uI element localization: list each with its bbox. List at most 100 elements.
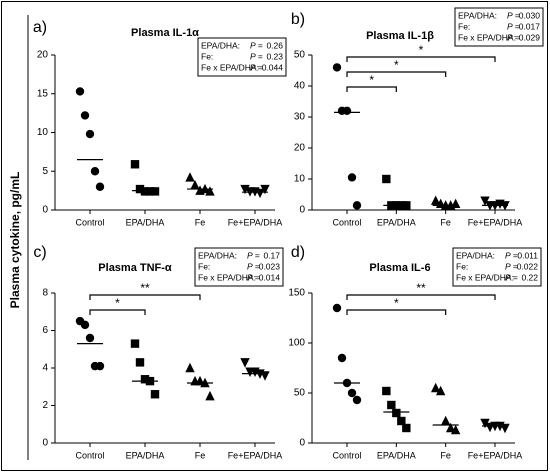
data-point — [387, 400, 396, 410]
significance-bracket — [89, 294, 201, 300]
stats-prefix: P = — [250, 62, 263, 72]
panel-letter: d) — [291, 244, 305, 261]
significance-bracket — [89, 309, 146, 315]
data-point — [130, 160, 140, 169]
data-point — [450, 424, 461, 435]
data-point — [342, 106, 352, 116]
data-point — [205, 186, 215, 196]
panel-title: Plasma IL-1β — [366, 30, 434, 42]
stats-prefix: P = — [250, 40, 263, 50]
x-tick-label: EPA/DHA — [126, 217, 165, 227]
data-point — [480, 418, 490, 429]
y-tick-label: 20 — [294, 143, 306, 154]
stats-label: Fe: — [458, 21, 470, 31]
data-point — [480, 196, 490, 206]
data-point — [260, 371, 270, 381]
stats-prefix: P = — [505, 272, 518, 282]
panel-title: Plasma TNF-α — [98, 262, 172, 274]
data-point — [150, 187, 160, 196]
stats-label: Fe x EPA/DHA: — [201, 62, 259, 72]
y-tick-label: 4 — [42, 363, 48, 374]
significance-label: * — [419, 43, 424, 57]
data-point — [392, 408, 401, 418]
stats-value: 0.023 — [259, 261, 281, 271]
stats-label: Fe: — [201, 51, 213, 61]
x-tick-label: Fe+EPA/DHA — [228, 217, 283, 227]
data-point — [240, 358, 250, 368]
data-point — [205, 390, 215, 401]
significance-label: * — [115, 296, 120, 310]
data-point — [337, 353, 347, 363]
panel-title: Plasma IL-1α — [131, 27, 199, 39]
stats-prefix: P = — [505, 250, 518, 260]
data-point — [430, 382, 441, 393]
x-tick-label: Fe+EPA/DHA — [468, 450, 523, 460]
data-point — [500, 423, 510, 434]
stats-box — [194, 247, 284, 287]
data-point — [260, 184, 270, 195]
data-point — [135, 358, 145, 367]
y-tick-label: 30 — [294, 112, 306, 123]
x-tick-label: Fe — [195, 217, 206, 227]
x-tick-label: Control — [332, 217, 361, 227]
y-tick-label: 10 — [37, 127, 49, 138]
stats-value: 0.23 — [266, 51, 283, 61]
y-tick-label: 100 — [288, 338, 305, 349]
y-tick-label: 5 — [42, 166, 48, 177]
stats-label: Fe: — [456, 261, 468, 271]
y-tick-label: 150 — [288, 288, 305, 299]
stats-prefix: P = — [247, 250, 260, 260]
data-point — [445, 422, 456, 433]
data-point — [382, 174, 391, 184]
y-tick-label: 0 — [42, 438, 48, 449]
stats-label: EPA/DHA: — [198, 250, 237, 260]
data-point — [90, 167, 100, 176]
stats-box — [197, 37, 287, 77]
stats-label: Fe x EPA/DHA: — [198, 272, 256, 282]
data-point — [397, 416, 406, 426]
data-point — [140, 187, 150, 196]
y-axis-label: Plasma cytokine, pg/mL — [8, 172, 22, 309]
data-point — [80, 111, 90, 120]
data-point — [347, 388, 357, 398]
data-point — [402, 423, 411, 433]
data-point — [347, 173, 357, 182]
data-point — [185, 362, 195, 373]
stats-prefix: P = — [507, 32, 520, 42]
significance-bracket — [346, 56, 496, 62]
stats-value: 0.17 — [263, 250, 280, 260]
stats-prefix: P = — [247, 272, 260, 282]
stats-value: 0.022 — [517, 261, 539, 271]
x-tick-label: EPA/DHA — [377, 217, 416, 227]
significance-label: * — [394, 58, 399, 72]
stats-value: 0.014 — [259, 272, 281, 282]
y-tick-label: 10 — [294, 174, 306, 185]
stats-value: 0.044 — [262, 62, 284, 72]
x-tick-label: Control — [75, 217, 104, 227]
panel-letter: c) — [33, 244, 46, 261]
y-tick-label: 15 — [37, 88, 49, 99]
y-tick-label: 50 — [294, 388, 306, 399]
data-point — [80, 320, 90, 330]
panel-title: Plasma IL-6 — [369, 262, 430, 274]
x-tick-label: Fe — [195, 450, 206, 460]
data-point — [255, 188, 265, 199]
stats-label: Fe x EPA/DHA: — [456, 272, 514, 282]
stats-value: 0.017 — [519, 21, 541, 31]
x-tick-label: EPA/DHA — [126, 450, 165, 460]
x-tick-label: Fe — [440, 217, 451, 227]
significance-bracket — [346, 294, 496, 300]
y-tick-label: 6 — [42, 325, 48, 336]
data-point — [332, 63, 342, 72]
panel-letter: b) — [291, 11, 305, 28]
stats-label: EPA/DHA: — [201, 40, 240, 50]
y-tick-label: 50 — [294, 50, 306, 61]
data-point — [190, 180, 200, 190]
x-tick-label: Fe+EPA/DHA — [468, 217, 523, 227]
stats-label: EPA/DHA: — [456, 250, 495, 260]
x-tick-label: EPA/DHA — [377, 450, 416, 460]
stats-value: 0.22 — [521, 272, 538, 282]
data-point — [435, 385, 446, 396]
data-point — [185, 172, 195, 182]
stats-label: Fe: — [198, 261, 210, 271]
